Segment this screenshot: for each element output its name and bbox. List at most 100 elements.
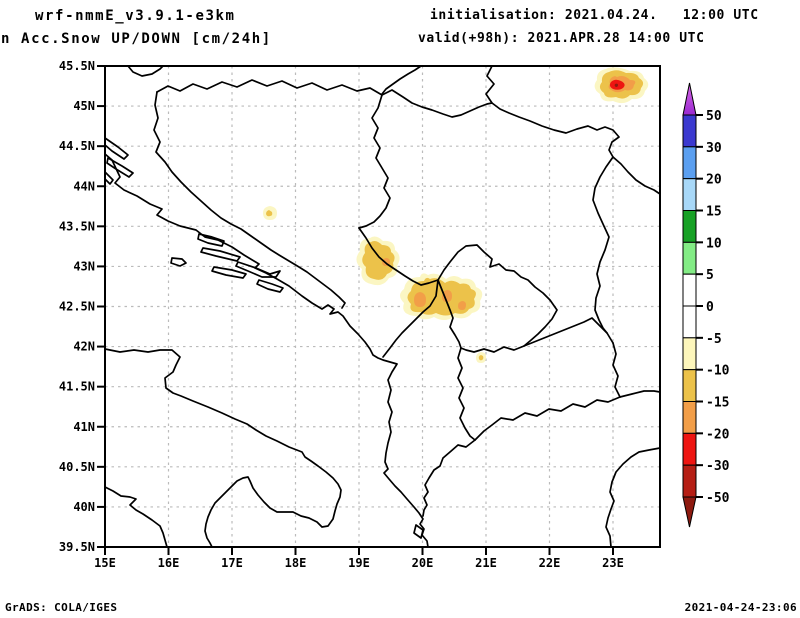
colorbar-segment [682, 369, 697, 402]
border-macedonia-greece [474, 396, 621, 441]
border-albania-greece [422, 439, 476, 517]
island-korcula [211, 266, 247, 279]
peninsula-peljesac [235, 261, 281, 278]
border-serbia-macedonia [523, 317, 608, 347]
colorbar-tick-label: -50 [706, 491, 730, 506]
snow-patch-tiny-spot-sar-mountains [476, 352, 486, 363]
coastline-adriatic-east [104, 153, 429, 548]
colorbar-segment [682, 178, 697, 212]
colorbar-segment [682, 210, 697, 243]
colorbar-segment [682, 464, 697, 498]
coastline-aegean-thermaic [605, 447, 661, 548]
lon-tick-label: 17E [221, 556, 243, 570]
patch-layer [458, 301, 466, 310]
colorbar-tick-label: 20 [706, 173, 722, 188]
colorbar-tick-label: -10 [706, 364, 730, 379]
island-dugi-otok [106, 157, 134, 178]
lat-tick-label: 43.5N [59, 219, 95, 233]
border-serbia-bulgaria [592, 156, 614, 344]
lat-tick-label: 42.5N [59, 300, 95, 314]
lat-tick-label: 45N [73, 99, 95, 113]
colorbar-tick-label: 15 [706, 205, 722, 220]
colorbar-segment [682, 337, 697, 371]
border-croatia-serbia [381, 65, 422, 95]
lon-tick-label: 22E [539, 556, 561, 570]
snow-patch-durmitor-patch [356, 236, 400, 286]
island-hvar [200, 247, 241, 262]
graticule-gridlines [105, 66, 660, 547]
patch-layer [478, 355, 484, 361]
snow-patch-banat-carpathians-patch [594, 67, 649, 104]
island-corfu [413, 524, 424, 539]
island-mljet [256, 279, 284, 293]
border-montenegro-albania [382, 279, 439, 358]
lon-tick-label: 20E [412, 556, 434, 570]
lon-tick-label: 16E [158, 556, 180, 570]
lat-tick-label: 40.5N [59, 460, 95, 474]
patch-layer [614, 83, 618, 87]
lat-tick-label: 42N [73, 340, 95, 354]
colorbar-segment [682, 146, 697, 180]
lat-tick-label: 41.5N [59, 380, 95, 394]
colorbar-tick-label: -20 [706, 427, 730, 442]
border-albania-macedonia [457, 347, 476, 441]
colorbar-tick-label: -15 [706, 396, 729, 411]
colorbar-tick-label: 10 [706, 236, 722, 251]
colorbar-segment [682, 273, 697, 307]
colorbar-segment [682, 114, 697, 148]
variable-title: n Acc.Snow UP/DOWN [cm/24h] [1, 31, 272, 47]
coastlines-and-borders [104, 65, 661, 548]
colorbar-tick-label: 50 [706, 109, 722, 124]
border-kosovo-macedonia [460, 345, 525, 353]
lon-tick-label: 18E [285, 556, 307, 570]
island-brac [197, 233, 225, 247]
lat-tick-label: 45.5N [59, 59, 95, 73]
colorbar-below-min-arrow [682, 496, 697, 528]
border-macedonia-bulgaria [612, 342, 621, 398]
lat-tick-label: 41N [73, 420, 95, 434]
coastline-istria [127, 65, 164, 77]
patch-layer [414, 292, 426, 307]
patch-layer [442, 290, 452, 302]
border-drina-bosnia-serbia [358, 94, 391, 229]
colorbar-tick-label: -30 [706, 459, 730, 474]
snowfall-shaded-patches [263, 67, 649, 363]
lon-tick-label: 19E [348, 556, 370, 570]
lat-tick-label: 40N [73, 500, 95, 514]
initialisation-label: initialisation: 2021.04.24. 12:00 UTC [430, 8, 759, 23]
border-bulgaria-greece [619, 390, 661, 398]
model-title: wrf-nmmE_v3.9.1-e3km [35, 8, 236, 24]
colorbar-tick-label: 5 [706, 268, 714, 283]
border-danube-serbia-romania [485, 65, 661, 195]
border-kosovo-west [437, 279, 462, 349]
coastline-italy-tyrrhenian [104, 486, 168, 548]
lat-tick-label: 44N [73, 179, 95, 193]
snow-patch-small-spot-bosnia [263, 206, 277, 220]
coastline-italy-adriatic [104, 348, 342, 548]
creation-timestamp: 2021-04-24-23:06 [684, 601, 797, 614]
colorbar-tick-label: 30 [706, 141, 722, 156]
border-kosovo-north-east [437, 244, 558, 347]
grads-credit-label: GrADS: COLA/IGES [5, 601, 118, 614]
colorbar-segment [682, 305, 697, 339]
patch-layer [362, 241, 395, 280]
lon-tick-label: 15E [94, 556, 116, 570]
lon-tick-label: 21E [475, 556, 497, 570]
colorbar-segment [682, 432, 697, 466]
patch-layer [266, 210, 273, 217]
axis-ticks-and-labels: 39.5N 40N 40.5N 41N 41.5N 42N 42.5N 43N 43.5N 44N… [59, 59, 624, 570]
border-croatia-bosnia-west [153, 91, 346, 309]
lat-tick-label: 43N [73, 259, 95, 273]
lon-tick-label: 23E [602, 556, 624, 570]
colorbar-above-max-arrow [682, 82, 697, 116]
colorbar-tick-label: 0 [706, 300, 714, 315]
island-small-west [104, 171, 114, 185]
colorbar-segment [682, 241, 697, 275]
border-sava-north-bosnia [156, 79, 493, 118]
valid-time-label: valid(+98h): 2021.APR.28 14:00 UTC [418, 31, 705, 46]
lat-tick-label: 44.5N [59, 139, 95, 153]
map-frame [104, 65, 661, 548]
